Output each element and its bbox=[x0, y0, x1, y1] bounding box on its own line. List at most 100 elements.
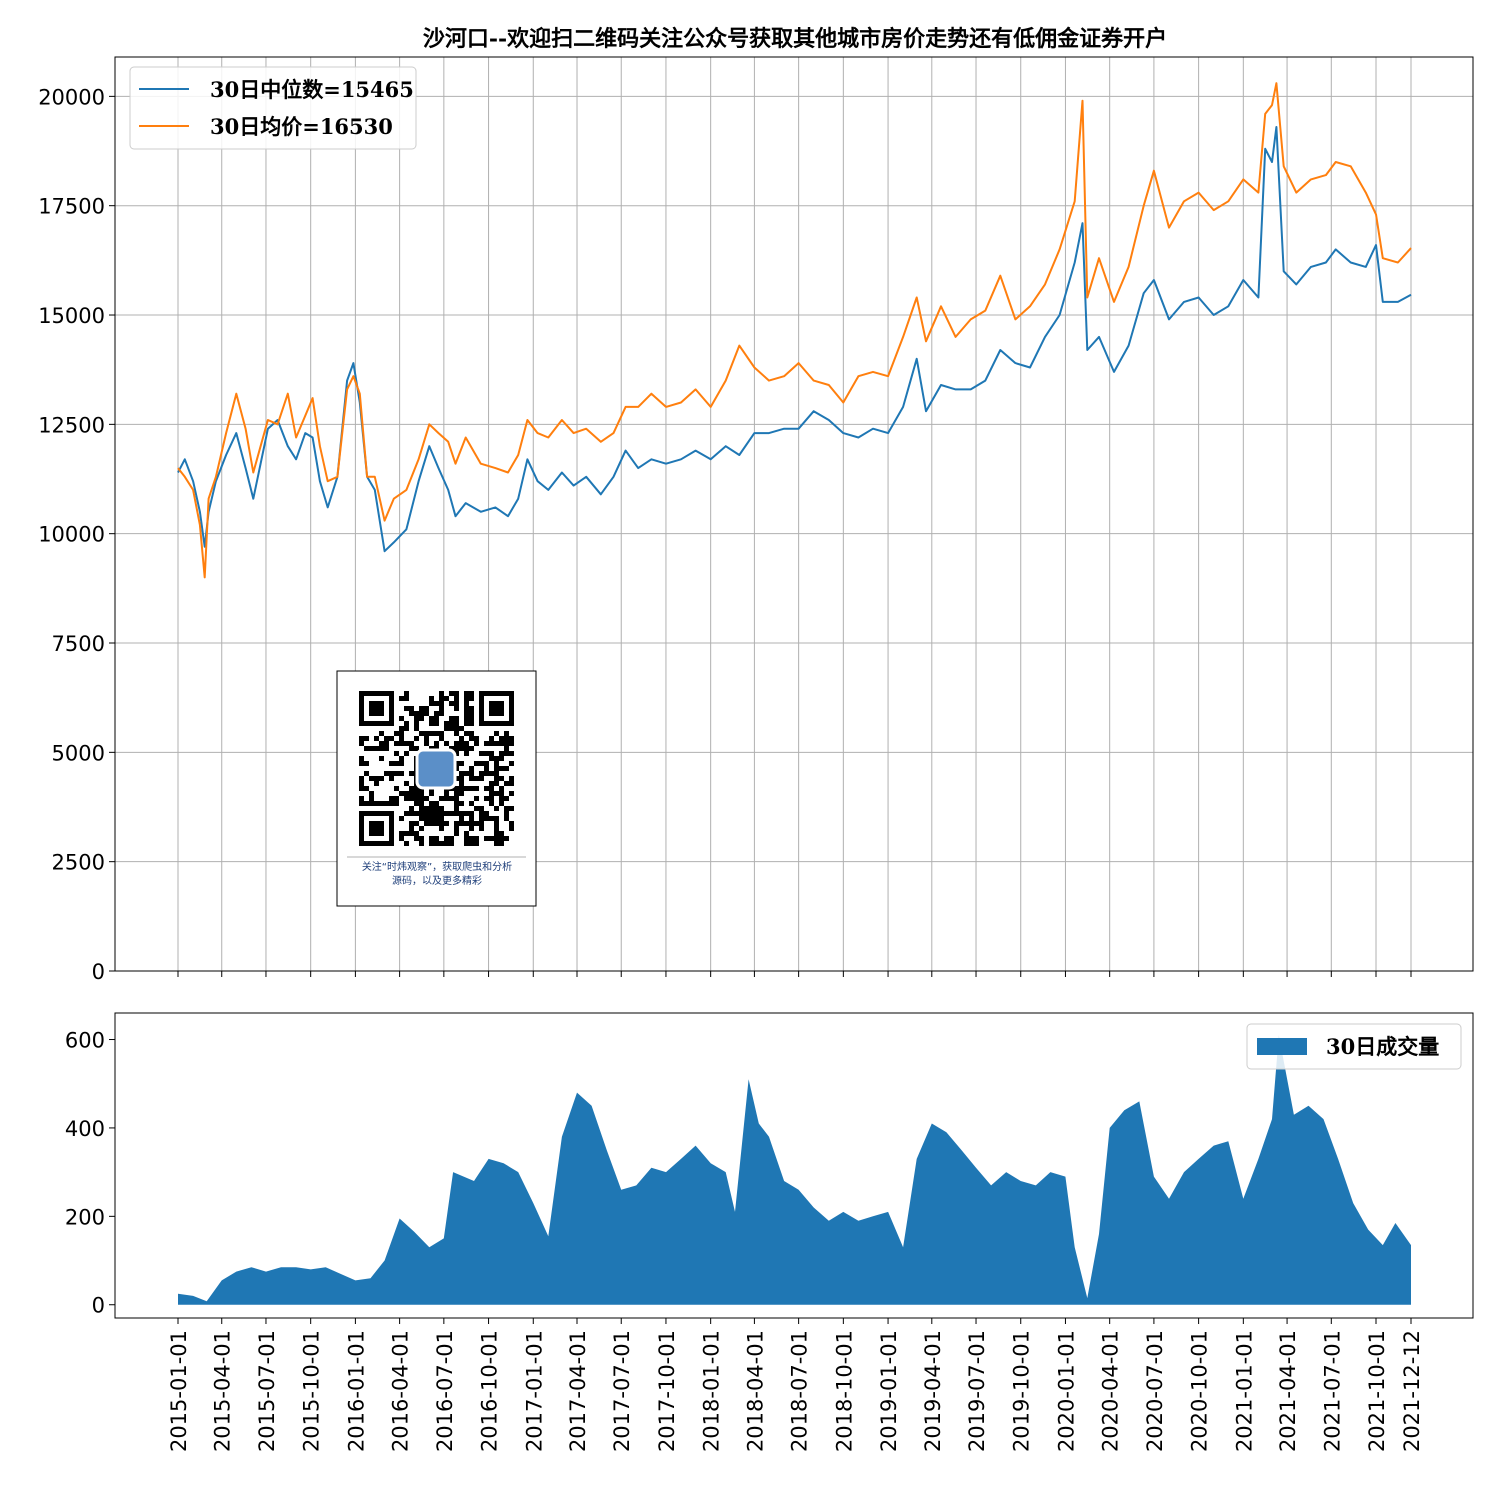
qr-module bbox=[494, 836, 499, 841]
qr-module bbox=[449, 716, 454, 721]
qr-module bbox=[459, 761, 464, 766]
qr-module bbox=[399, 816, 404, 821]
top-y-axis: 0 2500 5000 7500 10000 12500 15000 17500 20000 bbox=[38, 85, 115, 984]
qr-module bbox=[499, 741, 504, 746]
qr-module bbox=[454, 791, 459, 796]
qr-module bbox=[414, 821, 419, 826]
qr-module bbox=[464, 841, 469, 846]
qr-module bbox=[469, 841, 474, 846]
qr-module bbox=[499, 801, 504, 806]
x-tick-label: 2020-10-01 bbox=[1188, 1330, 1212, 1452]
qr-module bbox=[504, 796, 509, 801]
qr-module bbox=[494, 761, 499, 766]
qr-module bbox=[419, 801, 424, 806]
qr-module bbox=[364, 801, 369, 806]
qr-module bbox=[409, 746, 414, 751]
qr-module bbox=[509, 781, 514, 786]
qr-module bbox=[439, 796, 444, 801]
qr-module bbox=[374, 781, 379, 786]
bottom-plot-frame bbox=[114, 1012, 1474, 1319]
qr-module bbox=[509, 791, 514, 796]
qr-module bbox=[469, 696, 474, 701]
qr-module bbox=[394, 761, 399, 766]
qr-module bbox=[474, 741, 479, 746]
qr-module bbox=[459, 746, 464, 751]
chart-title: 沙河口--欢迎扫二维码关注公众号获取其他城市房价走势还有低佣金证券开户 bbox=[423, 26, 1167, 52]
qr-module bbox=[499, 766, 504, 771]
qr-module bbox=[454, 706, 459, 711]
qr-module bbox=[439, 806, 444, 811]
qr-finder-core bbox=[489, 701, 504, 716]
qr-module bbox=[454, 826, 459, 831]
qr-module bbox=[499, 841, 504, 846]
qr-module bbox=[459, 801, 464, 806]
qr-module bbox=[439, 736, 444, 741]
qr-module bbox=[489, 736, 494, 741]
qr-module bbox=[424, 731, 429, 736]
qr-module bbox=[369, 791, 374, 796]
qr-module bbox=[394, 731, 399, 736]
qr-module bbox=[489, 816, 494, 821]
qr-module bbox=[479, 751, 484, 756]
qr-module bbox=[404, 796, 409, 801]
qr-module bbox=[424, 796, 429, 801]
qr-module bbox=[429, 806, 434, 811]
qr-module bbox=[409, 786, 414, 791]
qr-module bbox=[419, 816, 424, 821]
qr-module bbox=[374, 746, 379, 751]
qr-module bbox=[384, 801, 389, 806]
qr-module bbox=[399, 726, 404, 731]
qr-module bbox=[459, 821, 464, 826]
qr-module bbox=[374, 801, 379, 806]
qr-module bbox=[384, 736, 389, 741]
x-tick-label: 2015-04-01 bbox=[211, 1330, 235, 1452]
qr-module bbox=[414, 711, 419, 716]
qr-module bbox=[429, 801, 434, 806]
bottom-legend: 30日成交量 bbox=[1246, 1023, 1462, 1070]
bottom-y-tick-label: 400 bbox=[65, 1117, 105, 1141]
qr-module bbox=[499, 791, 504, 796]
qr-module bbox=[469, 731, 474, 736]
qr-module bbox=[414, 831, 419, 836]
qr-module bbox=[509, 741, 514, 746]
qr-module bbox=[469, 721, 474, 726]
qr-module bbox=[454, 746, 459, 751]
qr-module bbox=[394, 801, 399, 806]
qr-module bbox=[419, 706, 424, 711]
top-y-tick-label: 2500 bbox=[52, 851, 105, 875]
qr-module bbox=[479, 826, 484, 831]
qr-module bbox=[359, 796, 364, 801]
qr-module bbox=[474, 776, 479, 781]
qr-module bbox=[419, 836, 424, 841]
qr-module bbox=[399, 771, 404, 776]
qr-module bbox=[449, 721, 454, 726]
qr-module bbox=[419, 731, 424, 736]
qr-module bbox=[484, 751, 489, 756]
qr-module bbox=[384, 771, 389, 776]
top-y-tick-label: 0 bbox=[92, 960, 105, 984]
qr-module bbox=[454, 741, 459, 746]
x-tick-label: 2018-10-01 bbox=[832, 1330, 856, 1452]
qr-code-icon bbox=[359, 691, 514, 846]
qr-module bbox=[409, 826, 414, 831]
qr-module bbox=[364, 761, 369, 766]
qr-module bbox=[424, 706, 429, 711]
top-y-tick-label: 17500 bbox=[38, 195, 105, 219]
qr-module bbox=[384, 741, 389, 746]
qr-module bbox=[459, 811, 464, 816]
qr-module bbox=[414, 801, 419, 806]
qr-module bbox=[454, 806, 459, 811]
qr-module bbox=[479, 811, 484, 816]
qr-module bbox=[414, 736, 419, 741]
qr-module bbox=[494, 791, 499, 796]
qr-module bbox=[404, 726, 409, 731]
x-tick-label: 2017-07-01 bbox=[610, 1330, 634, 1452]
qr-module bbox=[394, 741, 399, 746]
qr-module bbox=[469, 816, 474, 821]
x-tick-label: 2015-01-01 bbox=[167, 1330, 191, 1452]
qr-module bbox=[399, 716, 404, 721]
qr-module bbox=[474, 736, 479, 741]
qr-module bbox=[434, 816, 439, 821]
qr-module bbox=[364, 786, 369, 791]
qr-module bbox=[494, 771, 499, 776]
